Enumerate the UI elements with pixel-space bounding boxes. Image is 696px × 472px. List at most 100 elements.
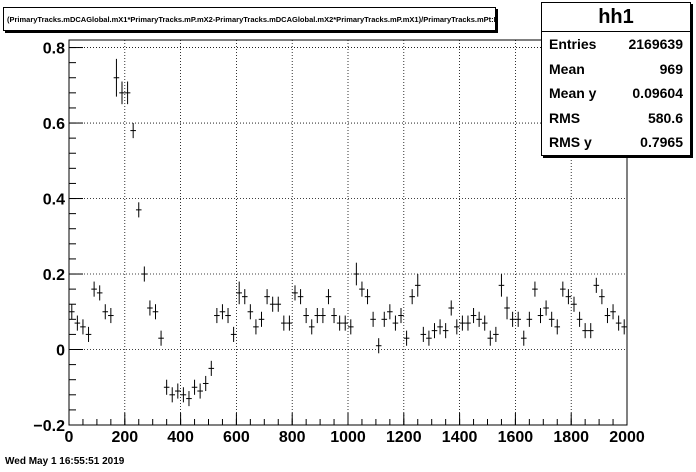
data-point	[91, 281, 97, 297]
y-tick-label: 0.4	[43, 192, 65, 209]
data-point	[610, 304, 616, 320]
data-point	[336, 315, 343, 331]
data-point	[208, 360, 215, 376]
data-point	[375, 338, 382, 354]
data-point	[509, 311, 516, 327]
stats-row-rms-y: RMS y 0.7965	[542, 130, 690, 155]
x-tick-label: 800	[279, 429, 306, 446]
data-point	[582, 323, 588, 339]
stats-label: Mean	[549, 60, 585, 77]
data-point	[74, 315, 81, 331]
axis-tick-labels: 0 200 400 600 800 1000 1200 1400 1600 1800 2000 −0.…	[33, 41, 644, 446]
data-point	[599, 289, 605, 305]
data-point	[465, 315, 471, 331]
data-point	[297, 289, 304, 305]
stats-row-mean-y: Mean y 0.09604	[542, 81, 690, 106]
data-point	[180, 387, 187, 403]
data-point	[470, 307, 477, 324]
data-point	[370, 311, 376, 327]
data-point	[292, 285, 298, 301]
stats-row-entries: Entries 2169639	[542, 32, 690, 57]
data-point	[269, 296, 276, 312]
data-point	[364, 289, 371, 305]
data-point	[504, 296, 510, 320]
data-point	[102, 304, 109, 320]
data-point	[286, 315, 293, 331]
data-point	[141, 266, 148, 282]
x-tick-label: 400	[167, 429, 194, 446]
data-point	[124, 81, 131, 105]
data-point	[169, 387, 176, 403]
data-point	[320, 307, 326, 324]
stats-value: 0.09604	[632, 85, 683, 101]
x-tick-label: 200	[111, 429, 138, 446]
data-point	[158, 330, 164, 346]
stats-value: 580.6	[647, 109, 683, 126]
data-point	[420, 326, 427, 342]
data-point	[152, 304, 159, 320]
data-point	[214, 307, 220, 324]
stats-box: hh1 Entries 2169639 Mean 969 Mean y 0.09…	[541, 2, 691, 156]
stats-label: Entries	[549, 36, 597, 52]
data-point	[147, 300, 153, 316]
data-point	[85, 326, 92, 342]
stats-row-mean: Mean 969	[542, 57, 690, 82]
data-point	[459, 315, 466, 331]
data-point	[526, 311, 533, 327]
data-point	[258, 311, 265, 327]
data-point	[409, 289, 415, 305]
data-point	[230, 326, 237, 342]
data-point	[331, 307, 337, 324]
data-point	[403, 330, 410, 346]
data-point	[548, 311, 555, 327]
data-point	[543, 300, 549, 316]
data-point	[571, 296, 577, 312]
data-point	[381, 311, 388, 327]
data-point	[264, 289, 270, 305]
data-point	[353, 262, 360, 286]
data-point	[560, 281, 566, 297]
data-point	[392, 315, 399, 331]
data-point	[621, 319, 627, 335]
data-point	[487, 330, 494, 346]
data-point	[96, 285, 103, 301]
x-tick-label: 0	[65, 429, 74, 446]
data-point	[197, 383, 203, 399]
data-point	[587, 323, 594, 339]
data-point	[359, 281, 365, 297]
stats-label: RMS	[549, 109, 581, 126]
x-tick-label: 1600	[498, 429, 534, 446]
data-point	[281, 315, 287, 331]
timestamp-footer: Wed May 1 16:55:51 2019	[5, 456, 125, 467]
stats-histogram-name: hh1	[542, 3, 690, 32]
data-point	[202, 375, 209, 392]
data-point	[426, 330, 432, 346]
y-tick-label: 0.6	[43, 116, 65, 133]
axis-ticks	[68, 47, 628, 426]
stats-value: 2169639	[628, 36, 683, 52]
data-points	[69, 58, 627, 407]
data-point	[191, 379, 198, 395]
data-point	[113, 58, 120, 97]
data-point	[108, 307, 114, 324]
data-point	[163, 379, 170, 395]
data-point	[448, 300, 455, 316]
x-tick-label: 1400	[442, 429, 478, 446]
data-point	[342, 315, 348, 331]
x-tick-label: 600	[223, 429, 250, 446]
data-point	[398, 307, 404, 324]
data-point	[186, 391, 192, 407]
data-point	[481, 315, 488, 331]
data-point	[69, 304, 75, 320]
data-point	[253, 319, 259, 335]
data-point	[437, 319, 443, 335]
data-point	[236, 281, 242, 305]
data-point	[130, 123, 136, 139]
data-point	[537, 307, 544, 324]
data-point	[247, 304, 254, 320]
stats-label: Mean y	[549, 85, 597, 101]
data-point	[576, 311, 583, 327]
data-point	[593, 277, 600, 293]
data-point	[476, 311, 482, 327]
